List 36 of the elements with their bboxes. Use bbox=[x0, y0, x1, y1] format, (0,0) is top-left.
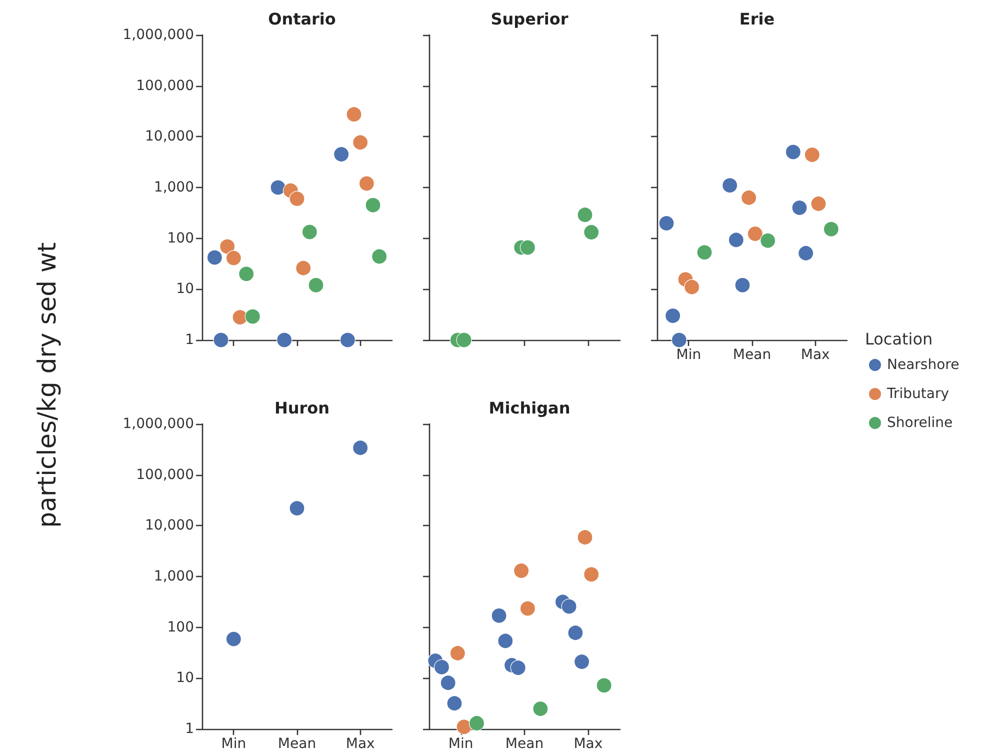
y-tick-label: 1,000 bbox=[154, 180, 194, 196]
y-tick-label: 1 bbox=[185, 332, 194, 348]
y-tick-label: 1,000,000 bbox=[122, 27, 194, 43]
y-tick-label: 1 bbox=[185, 721, 194, 737]
x-tick-label: Mean bbox=[278, 736, 316, 752]
legend-title: Location bbox=[865, 330, 933, 348]
y-tick-label: 10 bbox=[176, 670, 194, 686]
y-tick-label: 10,000 bbox=[145, 518, 194, 534]
y-tick-label: 100 bbox=[167, 619, 194, 636]
x-tick-label: Min bbox=[676, 347, 702, 363]
chart-title: Erie bbox=[739, 10, 775, 28]
y-tick-label: 100,000 bbox=[136, 466, 194, 483]
point bbox=[352, 440, 368, 456]
x-tick-label: Min bbox=[448, 736, 474, 752]
chart-title: Michigan bbox=[488, 398, 570, 418]
y-tick-label: 100 bbox=[167, 230, 194, 246]
legend-label: Shoreline bbox=[887, 415, 953, 431]
legend-label: Tributary bbox=[886, 386, 950, 402]
x-tick-label: Max bbox=[346, 736, 375, 752]
y-tick-label: 10 bbox=[176, 281, 194, 298]
point bbox=[289, 500, 305, 516]
x-tick-label: Max bbox=[574, 736, 603, 752]
y-tick-label: 1,000 bbox=[154, 568, 194, 584]
x-tick-label: Mean bbox=[505, 736, 544, 752]
x-tick-label: Min bbox=[221, 736, 246, 752]
x-tick-label: Max bbox=[800, 347, 830, 363]
point bbox=[226, 631, 242, 647]
y-axis-title: particles/kg dry sed wt bbox=[32, 242, 62, 528]
chart-title: Huron bbox=[274, 398, 330, 418]
y-tick-label: 10,000 bbox=[145, 128, 194, 145]
chart-title: Superior bbox=[490, 10, 568, 28]
y-tick-label: 100,000 bbox=[136, 78, 194, 94]
y-tick-label: 1,000,000 bbox=[122, 416, 194, 432]
legend-label: Nearshore bbox=[887, 357, 960, 373]
chart-title: Ontario bbox=[268, 10, 336, 28]
x-tick-label: Mean bbox=[732, 347, 772, 363]
